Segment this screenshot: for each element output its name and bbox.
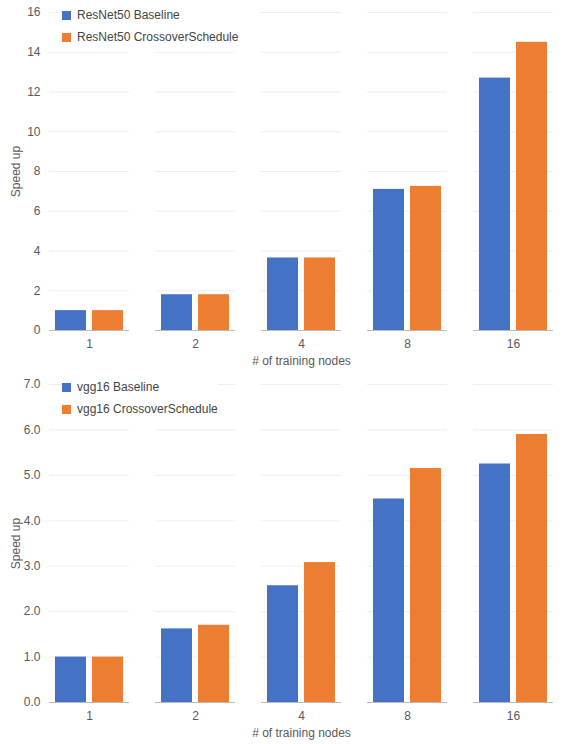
svg-text:16: 16 bbox=[507, 709, 521, 723]
svg-text:4: 4 bbox=[34, 244, 41, 258]
svg-text:8: 8 bbox=[404, 337, 411, 351]
svg-text:2: 2 bbox=[192, 337, 199, 351]
svg-text:# of training nodes: # of training nodes bbox=[252, 354, 351, 368]
svg-text:4: 4 bbox=[298, 337, 305, 351]
svg-text:14: 14 bbox=[27, 45, 41, 59]
svg-text:0: 0 bbox=[34, 323, 41, 337]
svg-text:2: 2 bbox=[34, 284, 41, 298]
html-text:ResNet50 CrossoverSchedule: ResNet50 CrossoverSchedule bbox=[77, 30, 239, 44]
svg-text:10: 10 bbox=[27, 125, 41, 139]
svg-text:3.0: 3.0 bbox=[24, 559, 41, 573]
svg-text:# of training nodes: # of training nodes bbox=[252, 726, 351, 740]
svg-text:5.0: 5.0 bbox=[24, 468, 41, 482]
svg-text:1: 1 bbox=[86, 337, 93, 351]
svg-text:8: 8 bbox=[404, 709, 411, 723]
svg-text:6.0: 6.0 bbox=[24, 423, 41, 437]
svg-text:16: 16 bbox=[507, 337, 521, 351]
svg-text:8: 8 bbox=[34, 164, 41, 178]
svg-text:2: 2 bbox=[192, 709, 199, 723]
svg-text:16: 16 bbox=[27, 5, 41, 19]
svg-text:Speed up: Speed up bbox=[9, 145, 23, 197]
svg-text:7.0: 7.0 bbox=[24, 377, 41, 391]
svg-text:1.0: 1.0 bbox=[24, 650, 41, 664]
svg-text:1: 1 bbox=[86, 709, 93, 723]
svg-text:6: 6 bbox=[34, 204, 41, 218]
svg-text:4: 4 bbox=[298, 709, 305, 723]
html-text:vgg16 Baseline: vgg16 Baseline bbox=[77, 380, 160, 394]
svg-text:Speed up: Speed up bbox=[9, 517, 23, 569]
svg-text:4.0: 4.0 bbox=[24, 514, 41, 528]
svg-text:12: 12 bbox=[27, 85, 41, 99]
svg-text:0.0: 0.0 bbox=[24, 695, 41, 709]
svg-text:2.0: 2.0 bbox=[24, 604, 41, 618]
html-text:vgg16 CrossoverSchedule: vgg16 CrossoverSchedule bbox=[77, 402, 218, 416]
html-text:ResNet50 Baseline: ResNet50 Baseline bbox=[77, 8, 180, 22]
